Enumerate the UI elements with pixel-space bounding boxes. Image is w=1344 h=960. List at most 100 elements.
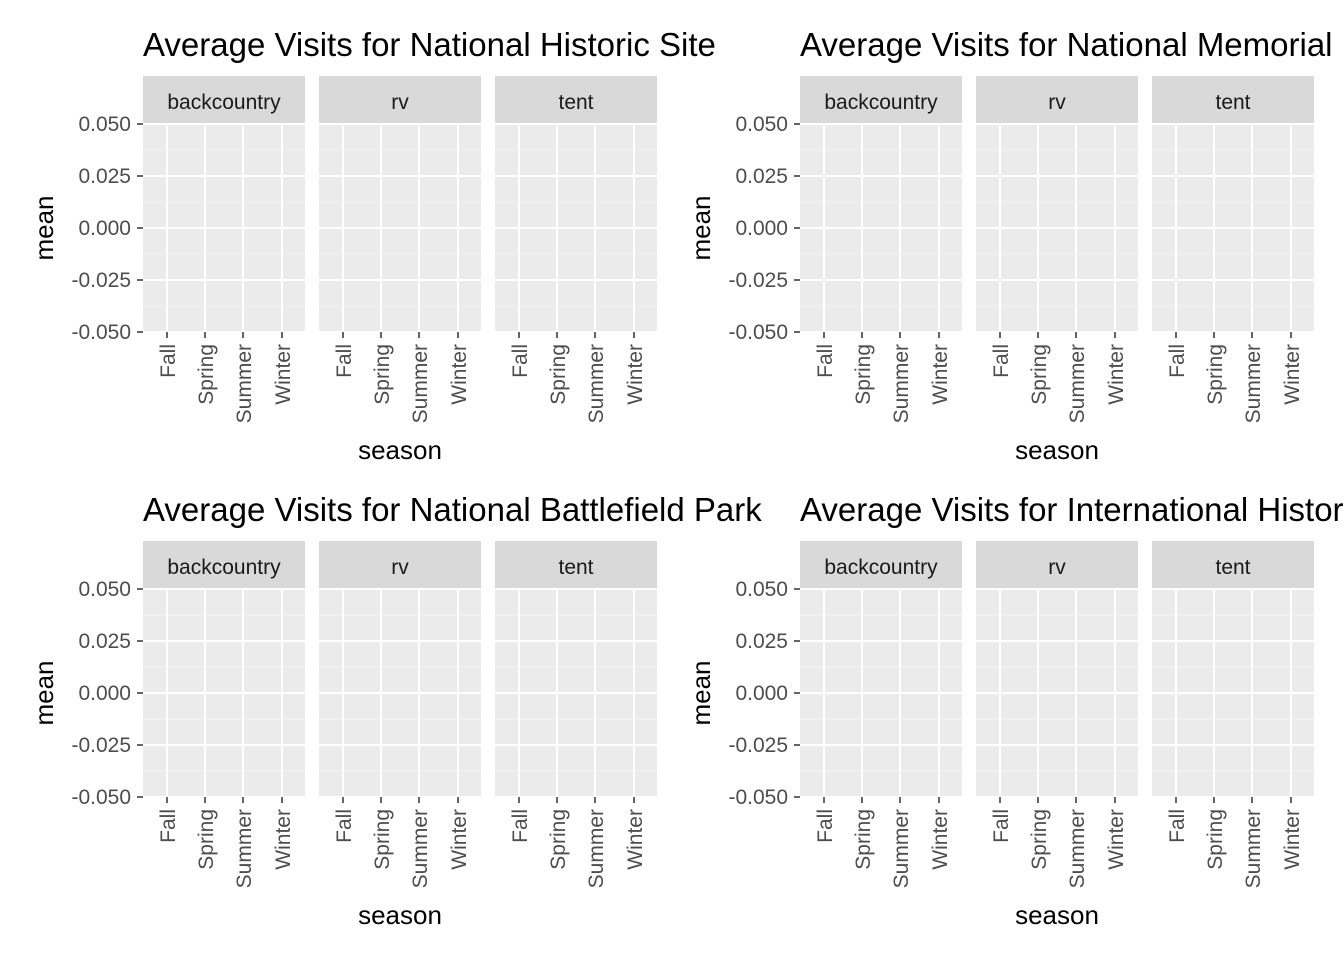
x-tick-label: Fall — [333, 344, 356, 378]
y-tick-label: 0.050 — [78, 113, 131, 136]
y-axis-title: mean — [29, 195, 59, 260]
facet-strip — [976, 541, 1138, 588]
x-tick-label: Spring — [371, 344, 394, 405]
y-tick-label: 0.025 — [78, 630, 131, 653]
y-tick-label: 0.000 — [735, 217, 788, 240]
x-tick-label: Winter — [272, 809, 295, 870]
y-tick-label: 0.025 — [735, 165, 788, 188]
y-tick-label: 0.050 — [78, 578, 131, 601]
y-tick-label: -0.025 — [71, 269, 131, 292]
facet-strip-label: backcountry — [167, 91, 281, 114]
y-tick-label: 0.000 — [735, 682, 788, 705]
y-axis-title: mean — [29, 660, 59, 725]
facet-strip — [319, 76, 481, 123]
x-tick-label: Winter — [1281, 809, 1304, 870]
facet-strip — [976, 76, 1138, 123]
x-tick-label: Winter — [624, 344, 647, 405]
facet-strip-label: tent — [558, 556, 593, 579]
x-tick-label: Winter — [448, 344, 471, 405]
facet-strip-label: rv — [391, 556, 409, 579]
x-tick-label: Spring — [547, 344, 570, 405]
x-tick-label: Summer — [233, 809, 256, 888]
x-tick-label: Fall — [333, 809, 356, 843]
facet-strip — [1152, 541, 1314, 588]
x-tick-label: Winter — [448, 809, 471, 870]
facet-strip-label: rv — [1048, 91, 1066, 114]
y-tick-label: -0.050 — [728, 321, 788, 344]
x-tick-label: Winter — [272, 344, 295, 405]
y-tick-label: 0.025 — [78, 165, 131, 188]
x-tick-label: Summer — [585, 344, 608, 423]
x-axis-title: season — [1015, 900, 1099, 930]
facet-strip-label: tent — [1215, 556, 1250, 579]
y-tick-label: -0.050 — [71, 321, 131, 344]
facet-strip-label: backcountry — [824, 91, 938, 114]
x-tick-label: Fall — [509, 809, 532, 843]
y-tick-label: -0.025 — [728, 734, 788, 757]
y-tick-label: 0.025 — [735, 630, 788, 653]
facet-strip-label: backcountry — [167, 556, 281, 579]
facet-strip-label: rv — [391, 91, 409, 114]
x-tick-label: Winter — [929, 809, 952, 870]
x-tick-label: Fall — [990, 344, 1013, 378]
x-tick-label: Fall — [157, 344, 180, 378]
x-tick-label: Spring — [547, 809, 570, 870]
x-tick-label: Summer — [1242, 344, 1265, 423]
facet-strip-label: backcountry — [824, 556, 938, 579]
facet-strip — [495, 76, 657, 123]
y-axis-title: mean — [686, 195, 716, 260]
x-tick-label: Spring — [1028, 809, 1051, 870]
y-tick-label: 0.050 — [735, 578, 788, 601]
y-tick-label: -0.050 — [71, 786, 131, 809]
y-tick-label: 0.000 — [78, 682, 131, 705]
chart-title: Average Visits for International Histori… — [800, 491, 1344, 528]
facet-strip — [143, 76, 305, 123]
facet-strip — [495, 541, 657, 588]
facet-strip — [319, 541, 481, 588]
x-tick-label: Spring — [1204, 344, 1227, 405]
facet-strip — [143, 541, 305, 588]
facet-strip-label: rv — [1048, 556, 1066, 579]
chart-title: Average Visits for National Battlefield … — [143, 491, 762, 528]
facet-strip — [800, 541, 962, 588]
x-tick-label: Spring — [1028, 344, 1051, 405]
x-tick-label: Spring — [371, 809, 394, 870]
chart-title: Average Visits for National Memorial — [800, 26, 1333, 63]
x-tick-label: Fall — [509, 344, 532, 378]
x-axis-title: season — [358, 435, 442, 465]
x-tick-label: Fall — [1166, 809, 1189, 843]
x-tick-label: Spring — [852, 344, 875, 405]
x-tick-label: Spring — [852, 809, 875, 870]
y-axis-title: mean — [686, 660, 716, 725]
x-tick-label: Summer — [1242, 809, 1265, 888]
facet-strip — [800, 76, 962, 123]
x-tick-label: Summer — [890, 809, 913, 888]
y-tick-label: -0.025 — [728, 269, 788, 292]
x-tick-label: Fall — [814, 809, 837, 843]
x-axis-title: season — [1015, 435, 1099, 465]
x-axis-title: season — [358, 900, 442, 930]
x-tick-label: Summer — [1066, 809, 1089, 888]
x-tick-label: Summer — [233, 344, 256, 423]
facet-strip-label: tent — [558, 91, 593, 114]
x-tick-label: Winter — [624, 809, 647, 870]
x-tick-label: Spring — [195, 809, 218, 870]
chart-title: Average Visits for National Historic Sit… — [143, 26, 716, 63]
x-tick-label: Summer — [409, 344, 432, 423]
y-tick-label: -0.050 — [728, 786, 788, 809]
facet-strip-label: tent — [1215, 91, 1250, 114]
x-tick-label: Fall — [814, 344, 837, 378]
x-tick-label: Fall — [1166, 344, 1189, 378]
x-tick-label: Summer — [890, 344, 913, 423]
x-tick-label: Spring — [195, 344, 218, 405]
y-tick-label: -0.025 — [71, 734, 131, 757]
x-tick-label: Fall — [157, 809, 180, 843]
x-tick-label: Winter — [1105, 344, 1128, 405]
y-tick-label: 0.050 — [735, 113, 788, 136]
facet-strip — [1152, 76, 1314, 123]
x-tick-label: Summer — [1066, 344, 1089, 423]
x-tick-label: Winter — [1281, 344, 1304, 405]
x-tick-label: Winter — [929, 344, 952, 405]
x-tick-label: Summer — [409, 809, 432, 888]
